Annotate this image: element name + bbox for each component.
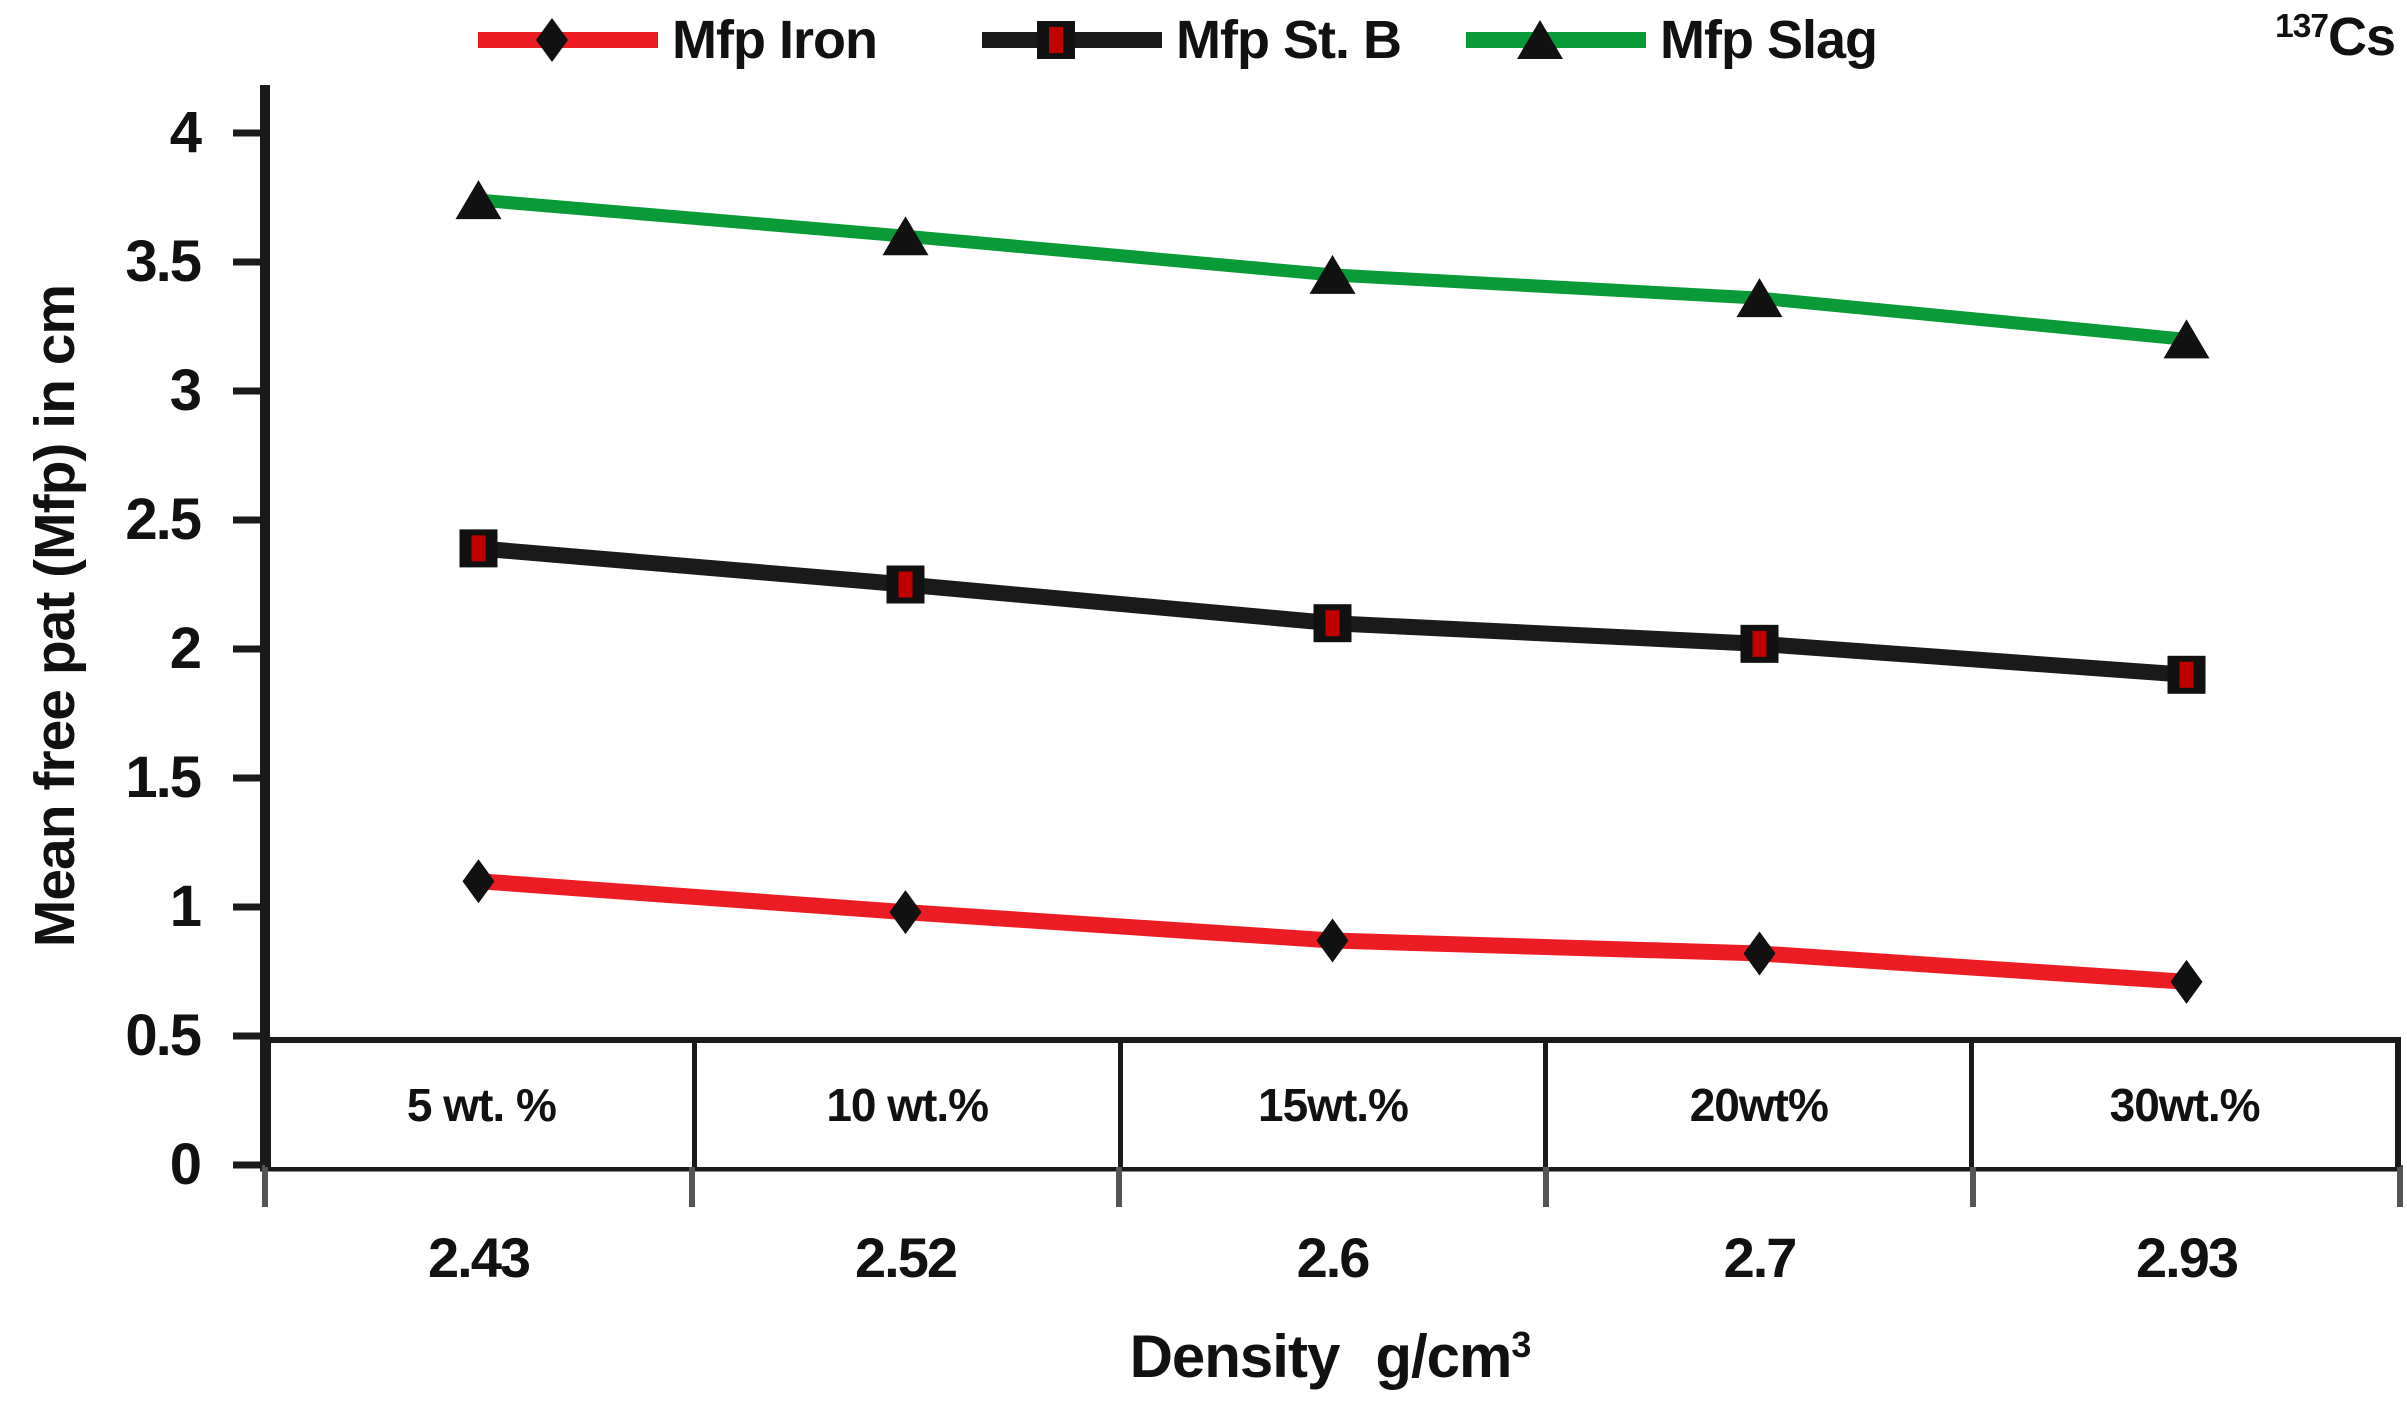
y-tick-label: 3.5: [125, 229, 202, 294]
x-axis-title: Density g/cm3: [880, 1322, 1780, 1402]
legend-swatch-mfp-st-b-line-square-icon: [982, 21, 1162, 59]
legend-item-mfp-slag: Mfp Slag: [1466, 10, 1878, 70]
y-tick-label: 2.5: [125, 487, 202, 552]
legend-item-mfp-st-b: Mfp St. B: [982, 10, 1402, 70]
x-axis-title-main: Density: [1129, 1323, 1341, 1390]
x-tick-label: 2.43: [428, 1226, 531, 1289]
legend-label-mfp-iron: Mfp Iron: [672, 10, 878, 70]
category-table: 5 wt. % 10 wt.% 15wt.% 20wt% 30wt.%: [265, 1037, 2401, 1167]
isotope-mass-number: 137: [2275, 8, 2329, 45]
y-tick-label: 4: [169, 100, 202, 165]
legend-swatch-mfp-slag-line-triangle-icon: [1466, 20, 1646, 59]
legend-label-mfp-slag: Mfp Slag: [1660, 10, 1878, 70]
category-box-label: 30wt.%: [2109, 1079, 2261, 1131]
isotope-symbol: Cs: [2327, 7, 2396, 67]
x-axis-title-unit: g/cm: [1375, 1323, 1512, 1390]
y-tick-label: 2: [169, 616, 202, 681]
y-tick-label: 1: [169, 874, 202, 939]
isotope-label: 137Cs: [2275, 6, 2396, 68]
category-box-label: 10 wt.%: [697, 1043, 1123, 1167]
legend-swatch-mfp-iron-line-diamond-icon: [478, 18, 658, 62]
x-axis-title-unit-exponent: 3: [1511, 1324, 1531, 1365]
x-tick-label: 2.6: [1296, 1226, 1371, 1289]
category-box-label: 5 wt. %: [271, 1043, 697, 1167]
category-box-label: 15wt.%: [1123, 1043, 1549, 1167]
y-tick-label: 0: [169, 1132, 202, 1197]
y-tick-label: 1.5: [125, 745, 202, 810]
x-tick-label: 2.7: [1723, 1226, 1798, 1289]
category-box-label: 20wt%: [1548, 1043, 1975, 1167]
y-tick-label: 3: [169, 358, 202, 423]
legend-label-mfp-st-b: Mfp St. B: [1176, 10, 1402, 70]
legend-item-mfp-iron: Mfp Iron: [478, 10, 878, 70]
x-tick-label: 2.52: [855, 1226, 958, 1289]
y-tick-label: 0.5: [125, 1003, 202, 1068]
x-tick-label: 2.93: [2136, 1226, 2239, 1289]
